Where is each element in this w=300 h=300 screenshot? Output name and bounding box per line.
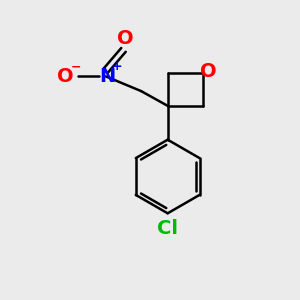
Text: Cl: Cl xyxy=(157,219,178,238)
Text: −: − xyxy=(70,61,81,74)
Text: +: + xyxy=(112,61,122,74)
Text: O: O xyxy=(200,62,217,82)
Text: N: N xyxy=(99,67,116,86)
Text: O: O xyxy=(117,29,133,48)
Text: O: O xyxy=(57,67,74,86)
